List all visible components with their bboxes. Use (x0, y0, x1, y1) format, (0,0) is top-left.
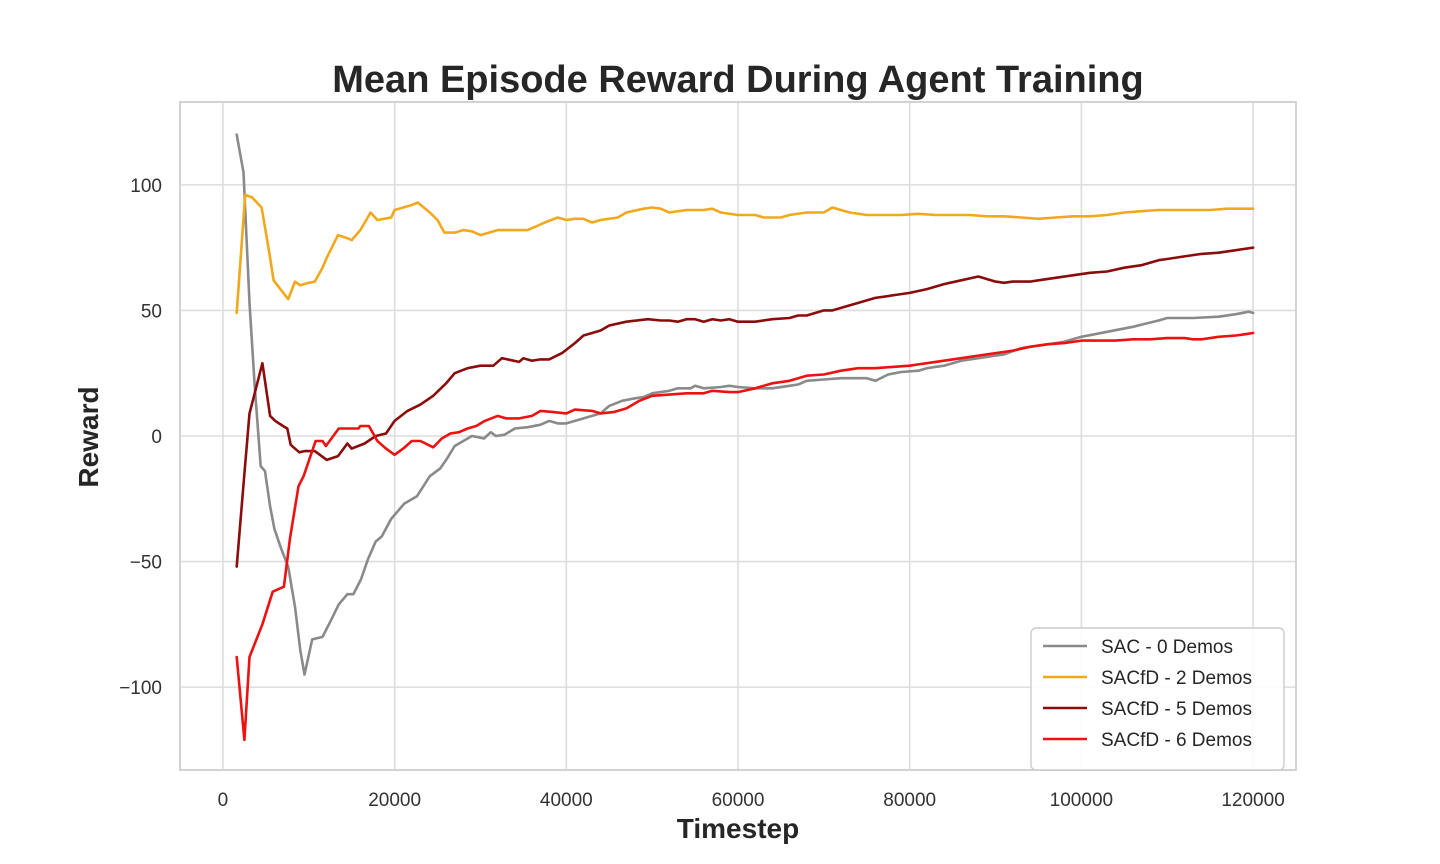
legend-label: SACfD - 6 Demos (1101, 730, 1252, 751)
x-tick-label: 60000 (712, 790, 765, 811)
legend: SAC - 0 Demos SACfD - 2 Demos SACfD - 5 De… (1030, 627, 1285, 771)
legend-box (1030, 627, 1285, 771)
y-tick-label: 100 (130, 176, 162, 197)
x-tick-label: 80000 (883, 790, 936, 811)
y-axis-ticks: −100 −50 0 50 100 (119, 176, 162, 699)
series-line-3 (235, 246, 1255, 568)
x-tick-label: 100000 (1050, 790, 1113, 811)
plot-frame (179, 101, 1297, 771)
x-axis-title: Timestep (677, 813, 799, 844)
y-tick-label: 50 (141, 301, 162, 322)
x-tick-label: 40000 (540, 790, 593, 811)
x-tick-label: 120000 (1221, 790, 1284, 811)
y-tick-label: 0 (151, 427, 162, 448)
legend-label: SACfD - 5 Demos (1101, 699, 1252, 720)
series-line-4 (235, 331, 1255, 742)
x-tick-label: 20000 (368, 790, 421, 811)
legend-label: SAC - 0 Demos (1101, 637, 1233, 658)
chart-title: Mean Episode Reward During Agent Trainin… (332, 59, 1143, 101)
x-tick-label: 0 (218, 790, 229, 811)
series-line-2 (235, 193, 1255, 315)
y-tick-label: −50 (130, 553, 162, 574)
y-tick-label: −100 (119, 678, 162, 699)
series-lines (235, 133, 1255, 742)
y-axis-title: Reward (73, 386, 104, 487)
legend-label: SACfD - 2 Demos (1101, 668, 1252, 689)
x-axis-ticks: 0 20000 40000 60000 80000 100000 120000 (218, 790, 1285, 811)
